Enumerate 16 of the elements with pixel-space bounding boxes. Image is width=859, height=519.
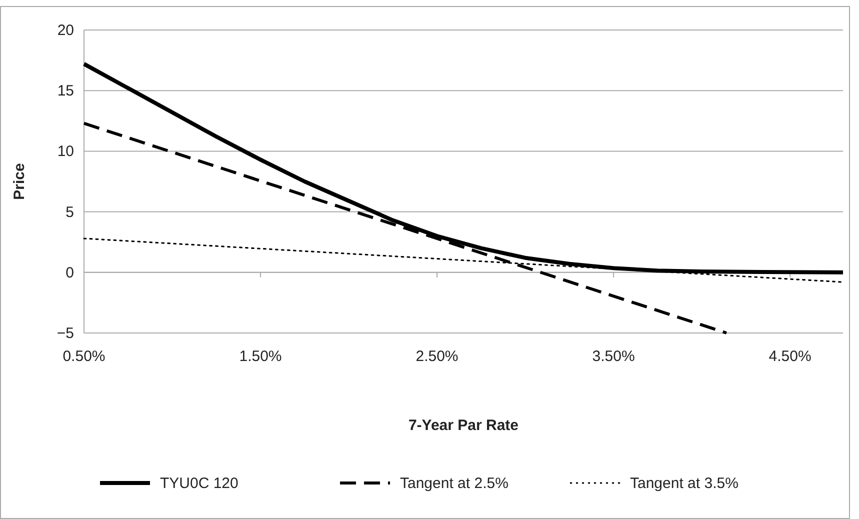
y-tick-label: 15 bbox=[57, 82, 74, 100]
y-tick-label: 10 bbox=[57, 143, 74, 160]
x-tick-label: 0.50% bbox=[62, 348, 106, 365]
x-tick-label: 1.50% bbox=[239, 348, 282, 365]
y-tick-label: −5 bbox=[56, 325, 74, 342]
legend-label: Tangent at 2.5% bbox=[400, 475, 508, 492]
x-axis-title: 7-Year Par Rate bbox=[408, 417, 519, 434]
y-tick-label: 0 bbox=[66, 264, 74, 282]
x-tick-label: 3.50% bbox=[592, 348, 635, 365]
x-tick-label: 2.50% bbox=[416, 348, 458, 365]
y-tick-label: 20 bbox=[57, 22, 74, 39]
x-tick-label: 4.50% bbox=[768, 348, 812, 365]
legend-label: TYU0C 120 bbox=[160, 475, 238, 492]
legend-label: Tangent at 3.5% bbox=[630, 475, 738, 492]
y-axis-title: Price bbox=[11, 163, 28, 200]
y-tick-label: 5 bbox=[66, 204, 74, 221]
